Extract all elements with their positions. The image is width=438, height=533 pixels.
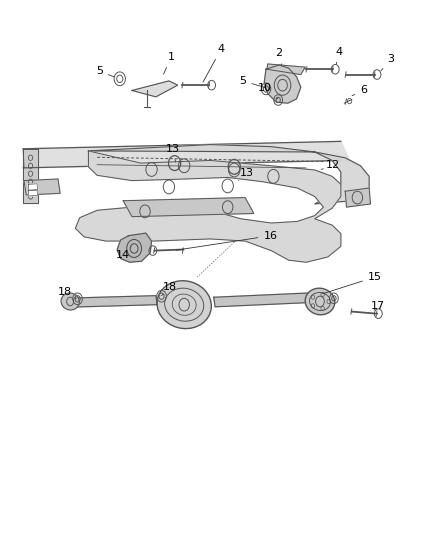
Text: 4: 4 <box>203 44 225 82</box>
Text: 6: 6 <box>352 85 367 96</box>
Polygon shape <box>28 184 38 190</box>
Polygon shape <box>345 188 371 207</box>
Ellipse shape <box>157 281 211 329</box>
Polygon shape <box>23 141 350 168</box>
Polygon shape <box>123 198 254 216</box>
Text: 13: 13 <box>239 168 254 181</box>
Text: 5: 5 <box>96 67 114 77</box>
Polygon shape <box>132 81 178 97</box>
Polygon shape <box>264 65 301 103</box>
Text: 16: 16 <box>176 231 277 250</box>
Text: 18: 18 <box>162 281 177 296</box>
Text: 18: 18 <box>57 287 76 299</box>
Text: 17: 17 <box>371 301 385 311</box>
Polygon shape <box>23 149 39 203</box>
Polygon shape <box>24 179 60 195</box>
Polygon shape <box>88 144 369 204</box>
Text: 10: 10 <box>258 83 278 99</box>
Polygon shape <box>267 64 305 75</box>
Polygon shape <box>28 190 38 196</box>
Polygon shape <box>62 296 157 308</box>
Text: 2: 2 <box>276 49 283 65</box>
Text: 3: 3 <box>381 54 394 71</box>
Text: 4: 4 <box>335 47 342 64</box>
Text: 14: 14 <box>116 247 131 260</box>
Ellipse shape <box>305 288 335 315</box>
Polygon shape <box>214 293 310 307</box>
Polygon shape <box>117 233 152 262</box>
Text: 5: 5 <box>240 76 265 87</box>
Polygon shape <box>75 151 341 262</box>
Text: 12: 12 <box>321 160 340 169</box>
Ellipse shape <box>61 293 79 310</box>
Text: 1: 1 <box>163 52 175 74</box>
Text: 13: 13 <box>166 144 180 162</box>
Text: 15: 15 <box>323 272 382 294</box>
